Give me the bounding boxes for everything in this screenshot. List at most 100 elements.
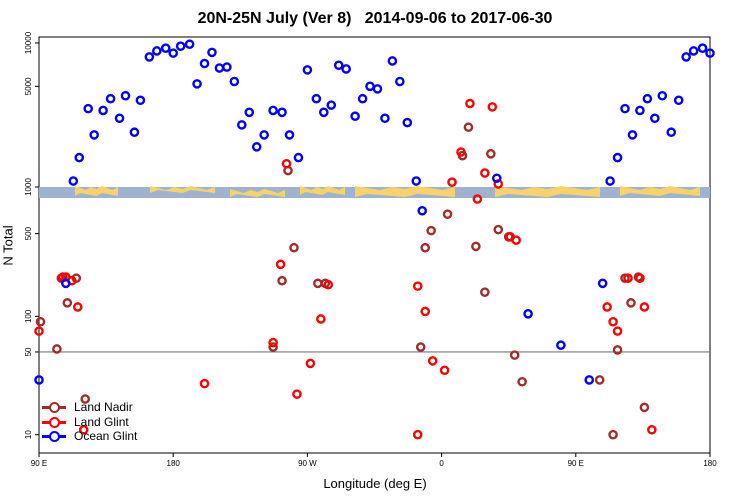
point-land-nadir — [313, 278, 323, 289]
y-tick-label: 10000 — [24, 31, 33, 54]
legend-label: Land Glint — [74, 414, 129, 429]
point-ocean-glint — [365, 81, 375, 92]
point-ocean-glint — [129, 127, 140, 138]
point-ocean-glint — [277, 107, 287, 118]
point-land-glint — [472, 194, 483, 204]
point-land-glint — [281, 158, 292, 169]
point-land-glint — [427, 356, 438, 366]
point-ocean-glint — [175, 41, 186, 51]
point-land-glint — [78, 424, 89, 435]
point-land-glint — [292, 389, 302, 399]
point-land-nadir — [626, 298, 636, 308]
point-land-nadir — [52, 344, 62, 354]
world-map-strip — [39, 186, 710, 198]
point-ocean-glint — [105, 93, 116, 104]
point-land-glint — [275, 259, 286, 270]
point-ocean-glint — [333, 60, 344, 71]
x-tick-label: 90 E — [31, 459, 47, 468]
point-ocean-glint — [635, 105, 645, 116]
point-land-nadir — [420, 242, 430, 253]
legend-marker-icon — [49, 431, 60, 442]
point-ocean-glint — [184, 39, 195, 50]
point-land-nadir — [471, 241, 481, 252]
point-land-nadir — [463, 122, 474, 133]
point-ocean-glint — [402, 117, 413, 128]
y-axis-ticks: 1000 5000 10000 10 50 100 500 — [24, 31, 39, 439]
legend: Land Nadir Land Glint Ocean Glint — [42, 400, 137, 444]
point-land-nadir — [277, 275, 287, 286]
point-ocean-glint — [350, 111, 360, 122]
point-land-nadir — [509, 350, 520, 360]
point-ocean-glint — [657, 90, 668, 101]
point-ocean-glint — [68, 176, 79, 186]
point-ocean-glint — [666, 127, 677, 138]
x-axis-label: Longitude (deg E) — [323, 476, 427, 491]
point-ocean-glint — [268, 105, 278, 116]
y-tick-label: 500 — [24, 226, 33, 240]
point-land-nadir — [486, 149, 496, 159]
point-land-nadir — [289, 242, 299, 253]
point-land-glint — [199, 378, 210, 389]
point-land-glint — [72, 302, 83, 312]
point-ocean-glint — [556, 340, 566, 351]
point-land-glint — [487, 102, 498, 112]
plot-frame — [38, 36, 711, 454]
point-land-glint — [316, 314, 326, 324]
point-land-nadir — [493, 224, 504, 235]
point-ocean-glint — [251, 142, 262, 152]
data-points — [34, 39, 715, 440]
point-ocean-glint — [259, 130, 269, 140]
point-ocean-glint — [620, 103, 630, 114]
point-ocean-glint — [160, 43, 171, 53]
y-tick-label: 100 — [24, 309, 33, 323]
point-ocean-glint — [293, 152, 304, 163]
point-land-nadir — [594, 375, 605, 385]
point-ocean-glint — [199, 58, 210, 69]
point-ocean-glint — [697, 43, 708, 53]
y-tick-label: 1000 — [24, 178, 33, 196]
point-ocean-glint — [319, 107, 329, 118]
point-ocean-glint — [144, 52, 155, 62]
x-axis-ticks: 90 E 180 90 W 0 90 E 180 — [31, 453, 717, 468]
legend-marker-icon — [49, 416, 60, 428]
point-ocean-glint — [244, 107, 255, 118]
x-tick-label: 180 — [703, 459, 717, 468]
point-land-glint — [602, 302, 612, 312]
point-ocean-glint — [341, 64, 351, 74]
point-ocean-glint — [98, 105, 108, 116]
point-land-glint — [456, 147, 466, 157]
point-ocean-glint — [523, 309, 533, 319]
y-tick-label: 5000 — [24, 77, 33, 95]
point-ocean-glint — [120, 90, 131, 101]
point-land-glint — [412, 281, 423, 291]
point-ocean-glint — [650, 113, 660, 124]
point-ocean-glint — [642, 93, 653, 104]
point-land-glint — [420, 306, 430, 317]
point-ocean-glint — [688, 46, 699, 56]
point-ocean-glint — [214, 63, 225, 73]
point-ocean-glint — [192, 79, 202, 89]
legend-item-land-nadir: Land Nadir — [42, 400, 137, 415]
point-ocean-glint — [380, 113, 390, 124]
point-ocean-glint — [681, 52, 691, 62]
point-ocean-glint — [284, 130, 295, 140]
point-land-glint — [412, 429, 423, 440]
point-land-glint — [323, 279, 334, 290]
y-tick-label: 10 — [24, 430, 33, 439]
x-tick-label: 180 — [167, 459, 181, 468]
point-ocean-glint — [673, 95, 684, 106]
point-ocean-glint — [417, 205, 428, 216]
point-land-nadir — [442, 209, 453, 219]
point-land-glint — [439, 365, 450, 376]
point-land-nadir — [612, 345, 623, 355]
point-ocean-glint — [135, 95, 146, 106]
point-ocean-glint — [395, 76, 405, 87]
point-land-glint — [639, 302, 650, 312]
point-land-nadir — [268, 342, 278, 352]
point-land-glint — [635, 273, 645, 284]
legend-item-ocean-glint: Ocean Glint — [42, 429, 137, 444]
point-land-nadir — [62, 298, 73, 308]
point-ocean-glint — [89, 130, 99, 140]
point-land-nadir — [35, 316, 46, 327]
point-ocean-glint — [612, 152, 623, 163]
